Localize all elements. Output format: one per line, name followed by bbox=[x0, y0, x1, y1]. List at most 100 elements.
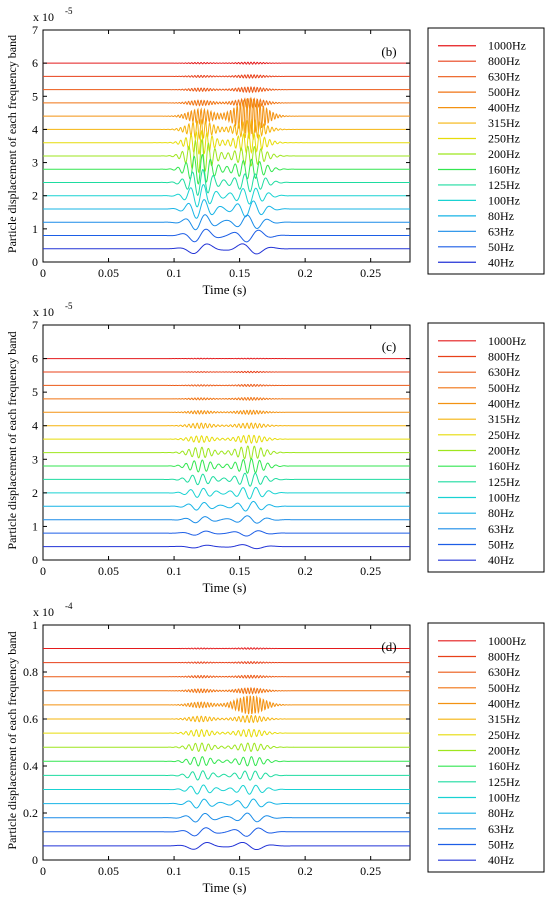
legend-label-1000Hz: 1000Hz bbox=[488, 39, 526, 53]
series-line-630Hz bbox=[43, 383, 410, 388]
series-line-125Hz bbox=[43, 168, 410, 196]
legend-label-125Hz: 125Hz bbox=[488, 178, 520, 192]
y-tick-label: 0.8 bbox=[23, 665, 38, 679]
x-tick-label: 0 bbox=[40, 266, 46, 280]
y-tick-label: 0.2 bbox=[23, 806, 38, 820]
series-line-1000Hz bbox=[43, 647, 410, 650]
legend-label-400Hz: 400Hz bbox=[488, 697, 520, 711]
legend-label-200Hz: 200Hz bbox=[488, 147, 520, 161]
legend-label-63Hz: 63Hz bbox=[488, 522, 514, 536]
legend-label-500Hz: 500Hz bbox=[488, 681, 520, 695]
y-tick-label: 6 bbox=[32, 352, 38, 366]
legend-label-400Hz: 400Hz bbox=[488, 101, 520, 115]
series-line-50Hz bbox=[43, 827, 410, 837]
series-line-80Hz bbox=[43, 500, 410, 512]
legend-label-160Hz: 160Hz bbox=[488, 459, 520, 473]
exponent-label: x 10 bbox=[33, 305, 54, 319]
series-line-250Hz bbox=[43, 434, 410, 444]
series-line-100Hz bbox=[43, 784, 410, 795]
series-line-100Hz bbox=[43, 184, 410, 208]
legend-label-250Hz: 250Hz bbox=[488, 132, 520, 146]
y-tick-label: 0 bbox=[32, 553, 38, 567]
legend-label-50Hz: 50Hz bbox=[488, 538, 514, 552]
series-line-200Hz bbox=[43, 742, 410, 752]
legend: 1000Hz800Hz630Hz500Hz400Hz315Hz250Hz200H… bbox=[427, 27, 545, 275]
legend-label-50Hz: 50Hz bbox=[488, 838, 514, 852]
legend-box bbox=[427, 27, 545, 275]
panel-label: (b) bbox=[381, 44, 396, 59]
series-line-800Hz bbox=[43, 73, 410, 79]
legend-label-80Hz: 80Hz bbox=[488, 209, 514, 223]
x-tick-label: 0.25 bbox=[360, 266, 381, 280]
plot-area bbox=[42, 29, 411, 263]
legend-label-160Hz: 160Hz bbox=[488, 162, 520, 176]
legend-label-1000Hz: 1000Hz bbox=[488, 334, 526, 348]
legend-label-630Hz: 630Hz bbox=[488, 70, 520, 84]
series-line-250Hz bbox=[43, 129, 410, 155]
x-tick-label: 0 bbox=[40, 864, 46, 878]
series-line-250Hz bbox=[43, 728, 410, 738]
plot-area bbox=[42, 624, 411, 861]
x-tick-label: 0.15 bbox=[229, 864, 250, 878]
y-tick-label: 4 bbox=[32, 419, 38, 433]
legend-label-200Hz: 200Hz bbox=[488, 744, 520, 758]
panel-label: (d) bbox=[381, 639, 396, 654]
series-line-50Hz bbox=[43, 228, 410, 243]
series-line-80Hz bbox=[43, 798, 410, 809]
y-tick-label: 7 bbox=[32, 23, 38, 37]
legend-label-630Hz: 630Hz bbox=[488, 365, 520, 379]
y-tick-label: 3 bbox=[32, 452, 38, 466]
series-line-50Hz bbox=[43, 530, 410, 537]
legend-label-63Hz: 63Hz bbox=[488, 822, 514, 836]
y-tick-label: 7 bbox=[32, 318, 38, 332]
series-line-400Hz bbox=[43, 98, 410, 135]
x-tick-label: 0.05 bbox=[98, 266, 119, 280]
series-line-400Hz bbox=[43, 409, 410, 416]
legend: 1000Hz800Hz630Hz500Hz400Hz315Hz250Hz200H… bbox=[427, 622, 545, 873]
legend-label-63Hz: 63Hz bbox=[488, 224, 514, 238]
panel-label: (c) bbox=[382, 339, 396, 354]
legend-label-800Hz: 800Hz bbox=[488, 650, 520, 664]
y-tick-label: 2 bbox=[32, 486, 38, 500]
legend-label-50Hz: 50Hz bbox=[488, 240, 514, 254]
y-tick-label: 4 bbox=[32, 122, 38, 136]
series-line-1000Hz bbox=[43, 61, 410, 65]
series-line-80Hz bbox=[43, 199, 410, 219]
legend-label-100Hz: 100Hz bbox=[488, 791, 520, 805]
chart-panel-1: 0 0.05 0.1 0.15 0.2 0.25 0 1 2 3 4 5 6 7x 10 -5 (b) Time… bbox=[5, 6, 545, 297]
x-tick-label: 0.1 bbox=[167, 864, 182, 878]
x-tick-label: 0.2 bbox=[298, 564, 313, 578]
x-tick-label: 0 bbox=[40, 564, 46, 578]
series-line-1000Hz bbox=[43, 357, 410, 360]
legend-label-800Hz: 800Hz bbox=[488, 350, 520, 364]
legend-label-1000Hz: 1000Hz bbox=[488, 634, 526, 648]
series-line-500Hz bbox=[43, 96, 410, 110]
series-line-800Hz bbox=[43, 370, 410, 374]
legend-label-250Hz: 250Hz bbox=[488, 428, 520, 442]
legend-label-200Hz: 200Hz bbox=[488, 444, 520, 458]
y-axis-label: Particle displacement of each frequency … bbox=[5, 331, 19, 549]
legend-label-40Hz: 40Hz bbox=[488, 255, 514, 269]
series-line-63Hz bbox=[43, 812, 410, 823]
legend-label-315Hz: 315Hz bbox=[488, 412, 520, 426]
x-tick-label: 0.25 bbox=[360, 864, 381, 878]
y-tick-label: 0.4 bbox=[23, 759, 38, 773]
series-line-630Hz bbox=[43, 85, 410, 94]
exponent-power: -5 bbox=[65, 301, 73, 311]
series-line-500Hz bbox=[43, 396, 410, 401]
x-tick-label: 0.15 bbox=[229, 266, 250, 280]
x-tick-label: 0.15 bbox=[229, 564, 250, 578]
legend-label-80Hz: 80Hz bbox=[488, 806, 514, 820]
series-line-160Hz bbox=[43, 153, 410, 185]
legend-label-100Hz: 100Hz bbox=[488, 491, 520, 505]
series-line-40Hz bbox=[43, 243, 410, 255]
legend-label-125Hz: 125Hz bbox=[488, 775, 520, 789]
x-axis-label: Time (s) bbox=[203, 580, 247, 595]
y-tick-label: 0 bbox=[32, 255, 38, 269]
legend-label-40Hz: 40Hz bbox=[488, 853, 514, 867]
x-tick-label: 0.2 bbox=[298, 266, 313, 280]
series-line-100Hz bbox=[43, 486, 410, 500]
exponent-label: x 10 bbox=[33, 605, 54, 619]
y-tick-label: 5 bbox=[32, 385, 38, 399]
